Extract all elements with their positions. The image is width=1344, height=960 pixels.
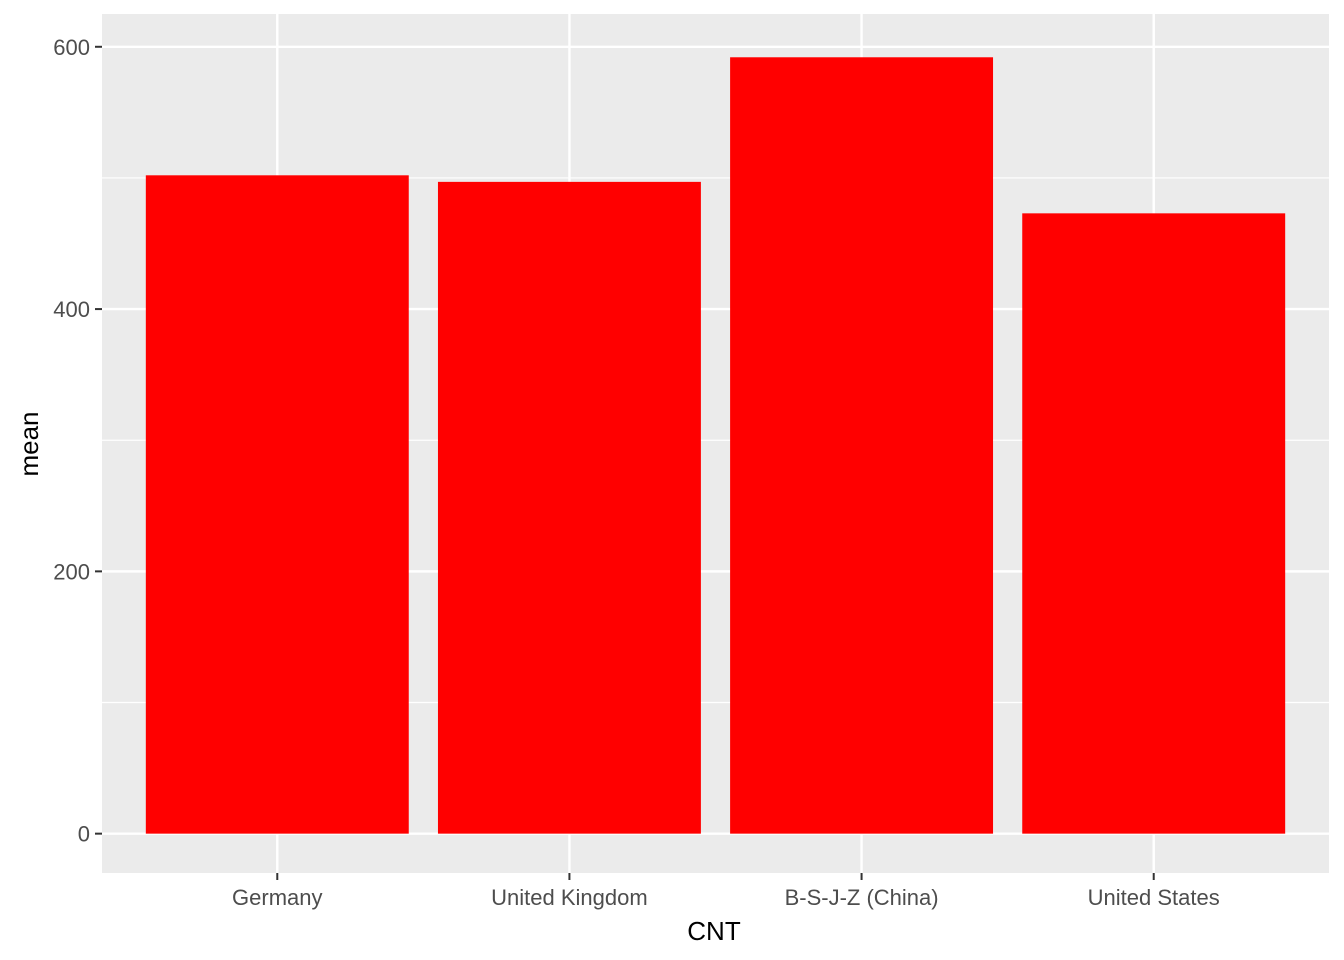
y-tick-label: 0 xyxy=(78,822,90,847)
x-tick-label: Germany xyxy=(232,885,322,910)
x-tick-label: United States xyxy=(1088,885,1220,910)
y-tick-label: 400 xyxy=(53,297,90,322)
bar xyxy=(145,175,409,834)
x-tick-label: B-S-J-Z (China) xyxy=(785,885,939,910)
bar xyxy=(1022,213,1286,834)
x-axis: Germany United Kingdom B-S-J-Z (China) Unit… xyxy=(232,873,1220,910)
x-tick-label: United Kingdom xyxy=(491,885,648,910)
y-axis: 0 200 400 600 xyxy=(53,35,102,847)
y-axis-title: mean xyxy=(14,411,44,476)
bars xyxy=(145,57,1286,834)
y-tick-label: 600 xyxy=(53,35,90,60)
bar xyxy=(437,181,701,834)
bar xyxy=(730,57,994,834)
y-tick-label: 200 xyxy=(53,559,90,584)
x-axis-title: CNT xyxy=(687,916,741,946)
